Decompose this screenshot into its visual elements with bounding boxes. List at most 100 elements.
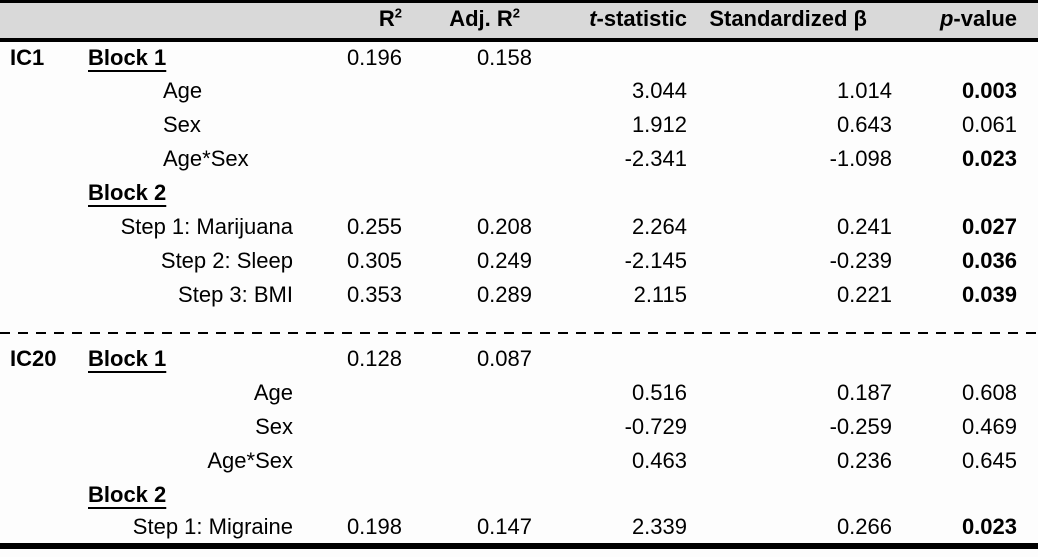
table-row: Age 3.044 1.014 0.003 xyxy=(0,74,1038,108)
header-row: R2 Adj. R2 t-statistic Standardized β p-… xyxy=(0,1,1038,42)
beta-cell xyxy=(695,478,900,512)
table-row: Block 2 xyxy=(0,176,1038,210)
p-value-cell: 0.469 xyxy=(961,413,1017,439)
beta-cell: 0.643 xyxy=(836,111,892,137)
header-p-value: p-value xyxy=(900,1,1038,42)
separator-cell xyxy=(0,312,1038,342)
predictor-cell: Step 1: Marijuana xyxy=(120,213,293,239)
ic-cell xyxy=(0,244,60,278)
header-adj-r2: Adj. R2 xyxy=(410,1,540,42)
beta-cell xyxy=(695,342,900,376)
table-row: Age*Sex -2.341 -1.098 0.023 xyxy=(0,142,1038,176)
t-statistic-cell xyxy=(540,342,695,376)
p-value-cell: 0.061 xyxy=(961,111,1017,137)
ic-cell xyxy=(0,376,60,410)
ic-cell: IC20 xyxy=(10,345,57,371)
ic-cell xyxy=(0,512,60,546)
header-p-italic: p xyxy=(939,6,954,32)
ic-cell xyxy=(0,176,60,210)
ic-cell xyxy=(0,478,60,512)
r2-cell: 0.305 xyxy=(346,247,402,273)
table-row: IC20 Block 1 0.128 0.087 xyxy=(0,342,1038,376)
table-header: R2 Adj. R2 t-statistic Standardized β p-… xyxy=(0,1,1038,42)
beta-cell: -1.098 xyxy=(829,145,892,171)
adj-r2-cell xyxy=(410,478,540,512)
predictor-cell: Step 1: Migraine xyxy=(132,514,293,539)
r2-cell xyxy=(300,376,410,410)
header-r2-label: R xyxy=(378,6,395,32)
p-value-cell: 0.608 xyxy=(961,379,1017,405)
p-value-cell: 0.027 xyxy=(961,213,1017,239)
dashed-divider xyxy=(0,331,1038,334)
table-row: Age 0.516 0.187 0.608 xyxy=(0,376,1038,410)
predictor-cell: Block 2 xyxy=(88,179,167,205)
adj-r2-cell: 0.087 xyxy=(476,345,532,371)
ic-cell xyxy=(0,410,60,444)
adj-r2-cell xyxy=(410,142,540,176)
beta-cell: 0.241 xyxy=(836,213,892,239)
adj-r2-cell xyxy=(410,444,540,478)
adj-r2-cell: 0.208 xyxy=(476,213,532,239)
r2-cell: 0.353 xyxy=(346,281,402,307)
header-r2: R2 xyxy=(300,1,410,42)
t-statistic-cell: 0.463 xyxy=(631,447,687,473)
adj-r2-cell: 0.158 xyxy=(476,44,532,70)
ic-cell xyxy=(0,108,60,142)
t-statistic-cell: 2.264 xyxy=(631,213,687,239)
table-row: Step 3: BMI 0.353 0.289 2.115 0.221 0.039 xyxy=(0,278,1038,312)
table-row: Step 1: Marijuana 0.255 0.208 2.264 0.241 0.0… xyxy=(0,210,1038,244)
r2-cell xyxy=(300,74,410,108)
r2-cell xyxy=(300,410,410,444)
header-adj-r2-label: Adj. R xyxy=(449,6,513,32)
ic-cell xyxy=(0,142,60,176)
adj-r2-cell xyxy=(410,176,540,210)
table-row: Step 2: Sleep 0.305 0.249 -2.145 -0.239 0.036 xyxy=(0,244,1038,278)
ic-cell xyxy=(0,210,60,244)
predictor-cell: Age xyxy=(253,379,293,405)
adj-r2-cell xyxy=(410,108,540,142)
p-value-cell xyxy=(900,342,1038,376)
beta-cell: 0.266 xyxy=(836,514,892,539)
header-t-rest: -statistic xyxy=(596,6,687,32)
t-statistic-cell xyxy=(540,176,695,210)
adj-r2-cell xyxy=(410,376,540,410)
p-value-cell xyxy=(900,40,1038,74)
p-value-cell: 0.036 xyxy=(961,247,1017,273)
t-statistic-cell: 3.044 xyxy=(631,77,687,103)
ic-cell: IC1 xyxy=(10,44,45,70)
t-statistic-cell xyxy=(540,478,695,512)
table-row: Block 2 xyxy=(0,478,1038,512)
separator-row xyxy=(0,312,1038,342)
t-statistic-cell: 1.912 xyxy=(631,111,687,137)
adj-r2-cell: 0.249 xyxy=(476,247,532,273)
p-value-cell: 0.003 xyxy=(961,77,1017,103)
predictor-cell: Age xyxy=(163,77,203,103)
r2-cell xyxy=(300,176,410,210)
r2-cell: 0.198 xyxy=(346,514,402,539)
ic-cell xyxy=(0,278,60,312)
predictor-cell: Age*Sex xyxy=(207,447,293,473)
p-value-cell: 0.645 xyxy=(961,447,1017,473)
r2-cell: 0.196 xyxy=(346,44,402,70)
p-value-cell: 0.023 xyxy=(961,145,1017,171)
header-adj-r2-sup: 2 xyxy=(512,5,520,21)
t-statistic-cell: -2.145 xyxy=(624,247,687,273)
t-statistic-cell xyxy=(540,40,695,74)
t-statistic-cell: 2.115 xyxy=(633,281,687,307)
adj-r2-cell: 0.147 xyxy=(476,514,532,539)
adj-r2-cell xyxy=(410,410,540,444)
table-row: IC1 Block 1 0.196 0.158 xyxy=(0,40,1038,74)
predictor-cell: Step 2: Sleep xyxy=(160,247,293,273)
p-value-cell: 0.039 xyxy=(961,281,1017,307)
header-t-italic: t xyxy=(589,6,597,32)
table-body: IC1 Block 1 0.196 0.158 Age 3.044 1.014 0.003 Se… xyxy=(0,40,1038,546)
adj-r2-cell xyxy=(410,74,540,108)
ic-cell xyxy=(0,74,60,108)
r2-cell xyxy=(300,444,410,478)
table-row: Step 1: Migraine 0.198 0.147 2.339 0.266 0.02… xyxy=(0,512,1038,546)
header-t-statistic: t-statistic xyxy=(540,1,695,42)
t-statistic-cell: 0.516 xyxy=(631,379,687,405)
r2-cell xyxy=(300,142,410,176)
t-statistic-cell: -2.341 xyxy=(624,145,687,171)
